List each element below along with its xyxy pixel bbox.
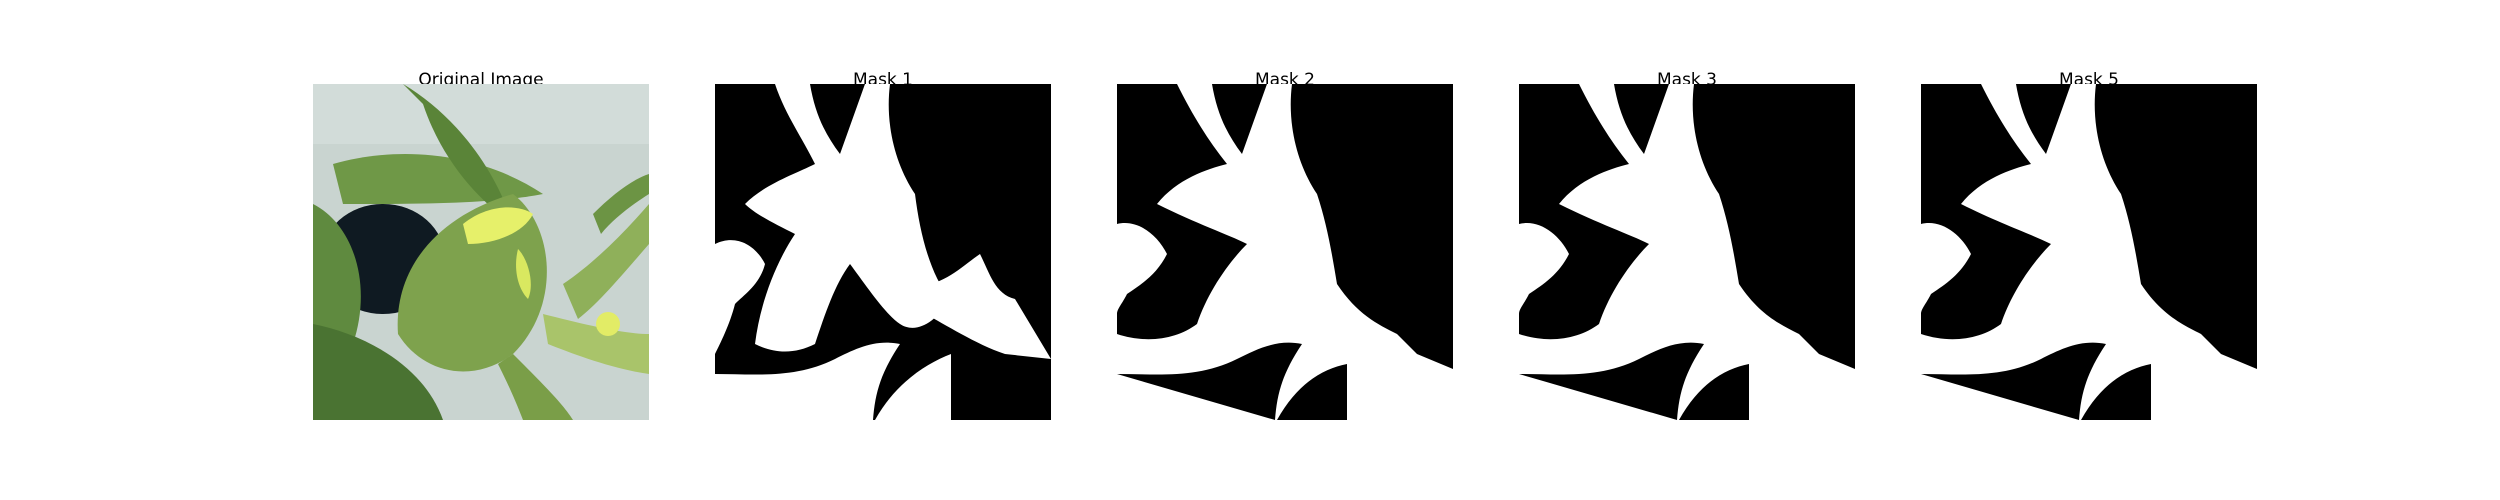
original-image [313, 84, 649, 420]
mask-image-icon [715, 84, 1051, 420]
mask-image [1117, 84, 1453, 420]
mask-image [715, 84, 1051, 420]
mask-image-icon [1921, 84, 2257, 420]
mask-image [1519, 84, 1855, 420]
mask-image-icon [1519, 84, 1855, 420]
mask-image [1921, 84, 2257, 420]
leaf-photo-icon [313, 84, 649, 420]
mask-image-icon [1117, 84, 1453, 420]
